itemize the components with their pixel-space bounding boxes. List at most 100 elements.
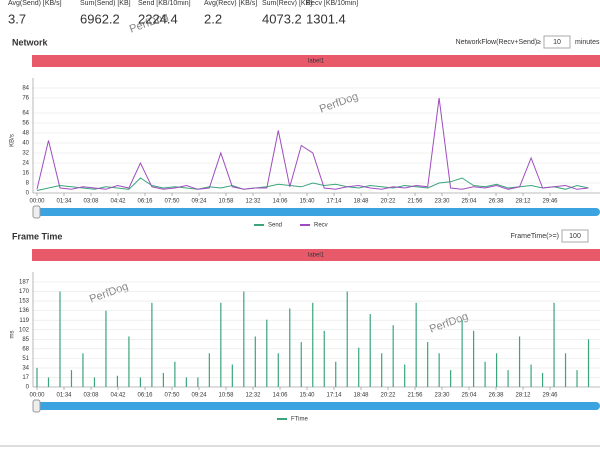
x-tick-label: 25:04 <box>462 393 478 399</box>
y-tick-label: 16 <box>22 171 29 177</box>
y-tick-label: 17 <box>22 375 29 381</box>
watermark: PerfDog <box>318 90 360 115</box>
x-tick-label: 03:08 <box>83 393 99 399</box>
stat-value: 2224.4 <box>138 11 178 26</box>
x-tick-label: 10:58 <box>218 393 234 399</box>
stat-label: Avg(Send) [KB/s] <box>8 0 62 7</box>
scroll-handle[interactable] <box>32 399 41 413</box>
x-tick-label: 07:50 <box>164 199 180 205</box>
y-tick-label: 76 <box>22 96 29 102</box>
scrollbar[interactable] <box>33 402 600 410</box>
x-tick-label: 23:30 <box>435 393 451 399</box>
y-tick-label: 0 <box>26 385 30 391</box>
y-tick-label: 85 <box>22 337 29 343</box>
x-tick-label: 18:48 <box>354 393 370 399</box>
y-tick-label: 170 <box>19 289 30 295</box>
y-tick-label: 32 <box>22 151 29 157</box>
stat-label: Send [KB/10min] <box>138 0 191 7</box>
stat-label: Avg(Recv) [KB/s] <box>204 0 257 7</box>
x-tick-label: 01:34 <box>56 199 72 205</box>
y-tick-label: 34 <box>22 365 29 371</box>
label-bar-text: label1 <box>308 253 325 259</box>
y-axis-label: KB/s <box>10 134 16 147</box>
x-tick-label: 18:48 <box>354 199 370 205</box>
filter-label: FrameTime(>=) <box>511 233 559 240</box>
x-tick-label: 17:14 <box>327 393 343 399</box>
y-tick-label: 153 <box>19 299 30 305</box>
x-tick-label: 14:06 <box>273 393 289 399</box>
x-tick-label: 26:38 <box>489 199 505 205</box>
x-tick-label: 29:46 <box>543 393 559 399</box>
x-tick-label: 04:42 <box>110 393 126 399</box>
scrollbar[interactable] <box>33 208 600 216</box>
x-tick-label: 28:12 <box>516 393 532 399</box>
x-tick-label: 09:24 <box>191 199 207 205</box>
x-tick-label: 20:22 <box>381 199 397 205</box>
watermark: PerfDog <box>428 310 470 335</box>
x-tick-label: 20:22 <box>381 393 397 399</box>
x-tick-label: 21:56 <box>408 393 424 399</box>
stat-label: Recv [KB/10min] <box>306 0 358 7</box>
y-tick-label: 56 <box>22 121 29 127</box>
x-tick-label: 15:40 <box>300 199 316 205</box>
legend-label[interactable]: Send <box>268 223 282 229</box>
x-tick-label: 23:30 <box>435 199 451 205</box>
y-tick-label: 84 <box>22 86 29 92</box>
y-tick-label: 68 <box>22 346 29 352</box>
x-tick-label: 17:14 <box>327 199 343 205</box>
x-tick-label: 03:08 <box>83 199 99 205</box>
stat-value: 1301.4 <box>306 11 346 26</box>
legend-label[interactable]: FTime <box>291 417 308 423</box>
x-tick-label: 29:46 <box>543 199 559 205</box>
scroll-handle[interactable] <box>32 205 41 219</box>
series-line <box>36 177 589 191</box>
x-tick-label: 25:04 <box>462 199 478 205</box>
watermark: PerfDog <box>88 280 130 305</box>
y-tick-label: 119 <box>19 318 29 324</box>
x-tick-label: 07:50 <box>164 393 180 399</box>
y-tick-label: 136 <box>19 308 30 314</box>
x-tick-label: 26:38 <box>489 393 505 399</box>
label-bar-text: label1 <box>308 59 325 65</box>
x-tick-label: 10:58 <box>218 199 234 205</box>
y-tick-label: 8 <box>26 181 30 187</box>
filter-unit: minutes <box>575 39 600 46</box>
label-bar <box>32 55 600 67</box>
x-tick-label: 00:00 <box>29 199 45 205</box>
y-tick-label: 48 <box>22 131 29 137</box>
x-tick-label: 15:40 <box>300 393 316 399</box>
legend-label[interactable]: Recv <box>314 223 328 229</box>
y-axis-label: ms <box>10 331 16 339</box>
x-tick-label: 06:16 <box>137 393 153 399</box>
y-tick-label: 51 <box>22 356 29 362</box>
x-tick-label: 00:00 <box>29 393 45 399</box>
x-tick-label: 04:42 <box>110 199 126 205</box>
x-tick-label: 28:12 <box>516 199 532 205</box>
y-tick-label: 102 <box>19 327 30 333</box>
x-tick-label: 01:34 <box>56 393 72 399</box>
y-tick-label: 187 <box>19 280 30 286</box>
x-tick-label: 12:32 <box>246 393 262 399</box>
x-tick-label: 06:16 <box>137 199 153 205</box>
chart-title: Network <box>12 37 49 47</box>
filter-input[interactable] <box>543 35 571 49</box>
stat-value: 2.2 <box>204 11 222 26</box>
filter-value[interactable]: 100 <box>569 233 581 240</box>
stat-value: 4073.2 <box>262 11 302 26</box>
filter-value[interactable]: 10 <box>553 39 561 46</box>
label-bar <box>32 249 600 261</box>
filter-label: NetworkFlow(Recv+Send)≥ <box>456 39 541 46</box>
x-tick-label: 21:56 <box>408 199 424 205</box>
x-tick-label: 12:32 <box>246 199 262 205</box>
y-tick-label: 24 <box>22 161 29 167</box>
x-tick-label: 14:06 <box>273 199 289 205</box>
stat-label: Sum(Recv) [KB] <box>262 0 312 7</box>
stat-value: 6962.2 <box>80 11 120 26</box>
filter-input[interactable] <box>561 229 589 243</box>
series-line <box>36 97 589 190</box>
chart-title: Frame Time <box>12 231 62 241</box>
y-tick-label: 40 <box>22 141 29 147</box>
x-tick-label: 09:24 <box>191 393 207 399</box>
